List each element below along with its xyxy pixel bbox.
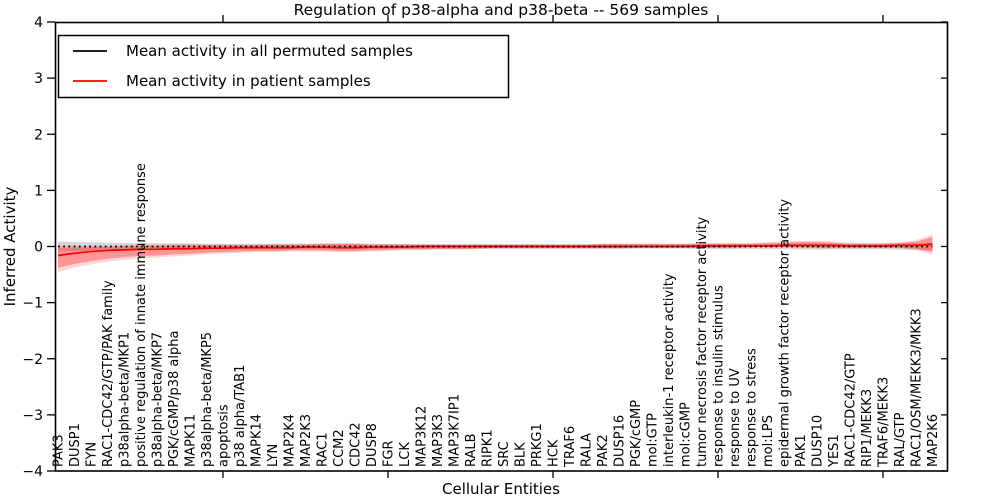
x-category-label: PAK2 xyxy=(596,434,611,467)
y-tick-label: 1 xyxy=(34,183,43,199)
x-category-label: RAC1/OSM/MEKK3/MKK3 xyxy=(910,308,925,467)
x-category-label: mol:cGMP xyxy=(679,402,694,467)
x-category-label: response to insulin stimulus xyxy=(712,285,727,467)
x-category-label: PAK1 xyxy=(794,434,809,467)
x-category-label: response to UV xyxy=(728,368,743,467)
y-tick-label: −1 xyxy=(22,296,43,312)
y-tick-label: 4 xyxy=(34,15,43,31)
x-category-label: HCK xyxy=(547,439,562,467)
x-category-label: MAPK14 xyxy=(250,414,265,467)
plot-border xyxy=(54,21,949,472)
x-category-label: RAC1-CDC42/GTP xyxy=(844,353,859,467)
x-category-label: interleukin-1 receptor activity xyxy=(662,273,677,467)
x-category-label: RIP1/MEKK3 xyxy=(860,389,875,467)
x-category-label: mol:GTP xyxy=(646,413,661,467)
y-axis-label: Inferred Activity xyxy=(1,186,19,306)
x-category-label: DUSP10 xyxy=(811,415,826,467)
x-category-label: PGK/cGMP xyxy=(629,400,644,467)
x-category-label: DUSP1 xyxy=(68,423,83,467)
x-category-label: RAL/GTP xyxy=(893,412,908,467)
y-tick-label: 3 xyxy=(34,71,43,87)
x-category-label: FGR xyxy=(382,440,397,467)
x-category-label: RAC1-CDC42/GTP/PAK family xyxy=(101,280,116,467)
x-category-label: CCM2 xyxy=(332,429,347,467)
x-category-label: p38alpha-beta/MKP7 xyxy=(151,332,166,467)
y-tick-label: 2 xyxy=(34,127,43,143)
x-category-label: TRAF6/MEKK3 xyxy=(877,377,892,468)
patient-band-outer xyxy=(58,234,933,273)
x-category-label: BLK xyxy=(514,442,529,467)
patient-band-inner xyxy=(58,236,933,268)
series-lines xyxy=(57,243,933,257)
x-category-label: p38alpha-beta/MKP5 xyxy=(200,332,215,467)
y-tick-label: −3 xyxy=(22,408,43,424)
x-category-label: PAK3 xyxy=(52,434,67,467)
x-category-label: TRAF6 xyxy=(563,426,578,468)
x-category-label: MAP2K4 xyxy=(283,414,298,467)
x-category-label: LYN xyxy=(266,444,281,467)
confidence-bands xyxy=(58,234,933,273)
x-category-label: MAP3K12 xyxy=(415,406,430,467)
x-category-label: MAPK11 xyxy=(184,414,199,467)
x-category-label: p38 alpha/TAB1 xyxy=(233,365,248,467)
x-category-label: RAC1 xyxy=(316,432,331,467)
legend: Mean activity in all permuted samples Me… xyxy=(57,34,510,99)
x-category-label: MAP3K7IP1 xyxy=(448,394,463,467)
x-category-label: epidermal growth factor receptor activit… xyxy=(778,199,793,467)
y-tick-label: 0 xyxy=(34,240,43,256)
x-category-label: SRC xyxy=(497,441,512,467)
x-category-label: response to stress xyxy=(745,348,760,467)
y-tick-labels: −4 −3 −2 −1 0 1 2 3 4 xyxy=(22,15,43,480)
x-category-label: tumor necrosis factor receptor activity xyxy=(695,216,710,467)
x-category-label: MAP2K6 xyxy=(926,414,941,467)
chart-title: Regulation of p38-alpha and p38-beta -- … xyxy=(294,1,709,19)
x-category-label: p38alpha-beta/MKP1 xyxy=(118,332,133,467)
x-category-label: MAP3K3 xyxy=(431,414,446,467)
x-category-label: PGK/cGMP/p38 alpha xyxy=(167,331,182,467)
legend-box xyxy=(57,34,510,99)
legend-label-permuted: Mean activity in all permuted samples xyxy=(126,42,413,60)
x-category-label: PRKG1 xyxy=(530,423,545,467)
x-category-label: positive regulation of innate immune res… xyxy=(134,163,149,467)
x-category-label: mol:LPS xyxy=(761,415,776,467)
x-category-label: RALB xyxy=(464,433,479,467)
y-tick-label: −4 xyxy=(22,464,43,480)
x-category-label: apoptosis xyxy=(217,404,232,467)
legend-label-patient: Mean activity in patient samples xyxy=(126,72,371,90)
x-category-label: MAP2K3 xyxy=(299,414,314,467)
x-category-label: DUSP16 xyxy=(613,415,628,467)
x-category-label: CDC42 xyxy=(349,422,364,467)
y-tick-label: −2 xyxy=(22,352,43,368)
x-category-label: RIPK1 xyxy=(481,429,496,467)
x-category-label: FYN xyxy=(85,442,100,467)
x-category-label: DUSP8 xyxy=(365,423,380,467)
x-axis-label: Cellular Entities xyxy=(442,480,560,498)
x-category-label: YES1 xyxy=(827,434,842,468)
x-category-label: RALA xyxy=(580,433,595,467)
x-category-labels: PAK3 DUSP1 FYN RAC1-CDC42/GTP/PAK family p38… xyxy=(52,163,942,468)
x-category-label: LCK xyxy=(398,442,413,467)
